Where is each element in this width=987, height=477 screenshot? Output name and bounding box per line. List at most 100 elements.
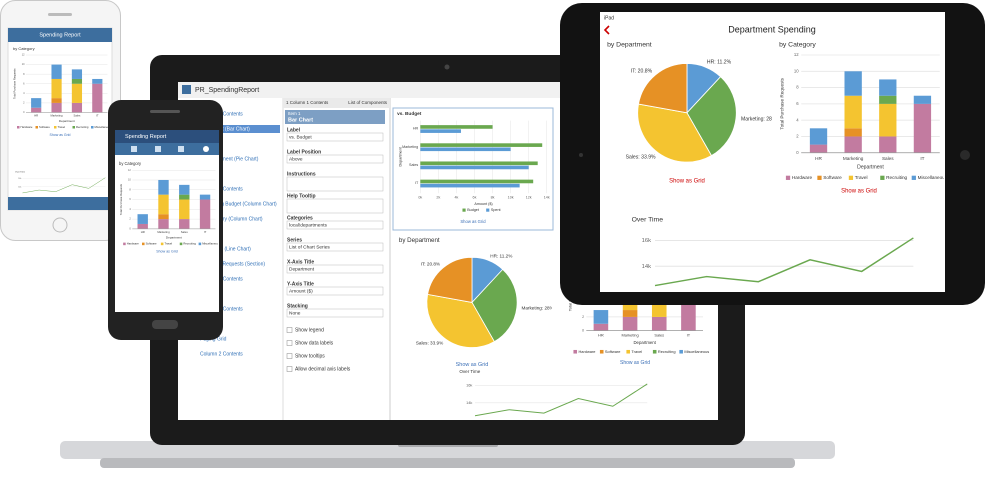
bar <box>420 147 511 152</box>
checkbox[interactable] <box>286 340 293 346</box>
tree-item[interactable]: Remaining Budget (Column Chart) <box>200 201 277 207</box>
y-tick-label: 2 <box>796 134 799 139</box>
field-input[interactable] <box>286 242 384 252</box>
legend-swatch <box>652 349 657 354</box>
bar-segment <box>71 78 83 84</box>
y-axis-title: Total Purchase Requests <box>13 68 17 99</box>
tree-item[interactable]: vs. Budget (Bar Chart) <box>200 126 250 132</box>
breadcrumb-link[interactable]: List of Components <box>348 100 388 105</box>
tablet-home-button <box>960 150 970 160</box>
tree-item[interactable]: by Category (Column Chart) <box>200 216 263 222</box>
y-tick-label: 14k <box>18 186 21 188</box>
x-tick-label: Marketing <box>51 114 64 118</box>
bar <box>420 165 529 170</box>
legend-label: Software <box>146 242 157 246</box>
bar-segment <box>844 128 862 137</box>
field-input[interactable] <box>286 308 384 318</box>
chart-frame: by Department HR: 11.2% Marketing: 28% Sale… <box>399 237 553 368</box>
app-title: PR_SpendingReport <box>195 87 259 94</box>
slice-label: Sales: 33.9% <box>626 155 656 161</box>
x-tick-label: HR <box>34 114 38 118</box>
phone-home-button <box>52 217 68 233</box>
legend-label: Recruiting <box>76 125 89 129</box>
checkbox[interactable] <box>286 366 293 372</box>
phone-content: by Category 0 2 4 6 8 10 12 HR Marketing Sales IT De… <box>119 161 218 254</box>
y-tick-label: Sales <box>409 163 418 167</box>
y-tick-label: 4 <box>129 207 131 211</box>
tab-icon[interactable] <box>155 146 161 152</box>
tree-item[interactable]: Purchase Requests (Section) <box>200 261 265 267</box>
tree-item[interactable]: Column 2 Contents <box>200 351 243 357</box>
chart-title: by Category <box>13 46 35 51</box>
properties-header <box>283 98 390 108</box>
legend-swatch <box>462 208 466 212</box>
bar-segment <box>809 144 828 153</box>
x-axis-title: Department <box>857 165 884 171</box>
y-tick-label: 6 <box>23 82 25 85</box>
checkbox[interactable] <box>286 327 293 333</box>
field-input[interactable] <box>286 132 384 142</box>
y-tick-label: 14k <box>642 264 652 270</box>
y-tick-label: 12 <box>22 54 25 57</box>
y-tick-label: HR <box>413 127 419 131</box>
field-input[interactable] <box>286 176 384 192</box>
x-tick-label: 6k <box>473 195 477 199</box>
show-as-grid-link[interactable]: Show as Grid <box>156 250 177 254</box>
legend-swatch <box>35 126 38 129</box>
show-as-grid-link[interactable]: Show as Grid <box>456 362 489 368</box>
slice-label: Marketing: 28% <box>521 305 553 310</box>
pie-slice <box>637 103 713 163</box>
tab-icon[interactable] <box>131 146 137 152</box>
show-as-grid-link[interactable]: Show as Grid <box>669 178 705 184</box>
field-input[interactable] <box>286 198 384 214</box>
field-value: Department <box>289 266 315 272</box>
breadcrumb: 1 Column 1 Contents <box>286 100 329 105</box>
bar-segment <box>31 98 42 108</box>
y-tick-label: 10 <box>128 178 131 182</box>
tab-icon[interactable] <box>178 146 184 152</box>
bar-segment <box>879 79 897 96</box>
android-home-button <box>152 320 178 329</box>
slice-label: HR: 11.2% <box>707 60 732 66</box>
bar-segment <box>622 316 638 331</box>
bar-segment <box>137 214 148 224</box>
legend-label: Travel <box>58 125 66 129</box>
back-button[interactable] <box>603 25 610 35</box>
x-tick-label: 12k <box>526 195 532 199</box>
tablet-camera <box>579 153 583 157</box>
tree-item[interactable]: by Department (Pie Chart) <box>200 156 259 162</box>
show-as-grid-link[interactable]: Show as Grid <box>841 189 877 195</box>
field-label: Series <box>287 237 302 243</box>
x-tick-label: Sales <box>882 156 894 161</box>
legend-swatch <box>160 242 164 246</box>
checkbox[interactable] <box>286 353 293 359</box>
legend-label: Hardware <box>21 125 33 129</box>
field-label: Categories <box>287 215 313 221</box>
x-tick-label: IT <box>96 114 99 118</box>
bar-segment <box>31 107 42 113</box>
bar-segment <box>844 95 862 129</box>
bar-segment <box>593 323 609 331</box>
legend-label: Travel <box>164 242 172 246</box>
bar-segment <box>71 69 83 79</box>
bar-segment <box>51 102 62 113</box>
x-tick-label: Marketing <box>157 230 170 234</box>
slice-label: Marketing: 28% <box>741 116 777 122</box>
field-input[interactable] <box>286 154 384 164</box>
bar-segment <box>879 103 897 137</box>
field-value: None <box>289 310 301 316</box>
app-title: Spending Report <box>39 32 81 38</box>
field-label: Instructions <box>287 171 316 177</box>
show-as-grid-link[interactable]: Show as Grid <box>49 133 70 137</box>
field-input[interactable] <box>286 264 384 274</box>
show-as-grid-link[interactable]: Show as Grid <box>620 360 650 366</box>
phone-content: by Category 0 2 4 6 8 10 12 HR Marketing Sales IT De… <box>13 46 110 194</box>
page-title: Department Spending <box>728 24 816 34</box>
field-input[interactable] <box>286 220 384 230</box>
field-input[interactable] <box>286 286 384 296</box>
tab-icon[interactable] <box>203 146 209 152</box>
legend-label: Software <box>39 125 50 129</box>
show-as-grid-link[interactable]: Show as Grid <box>460 219 486 224</box>
bar-segment <box>844 71 862 96</box>
tree-item[interactable]: Over Time (Line Chart) <box>200 246 251 252</box>
